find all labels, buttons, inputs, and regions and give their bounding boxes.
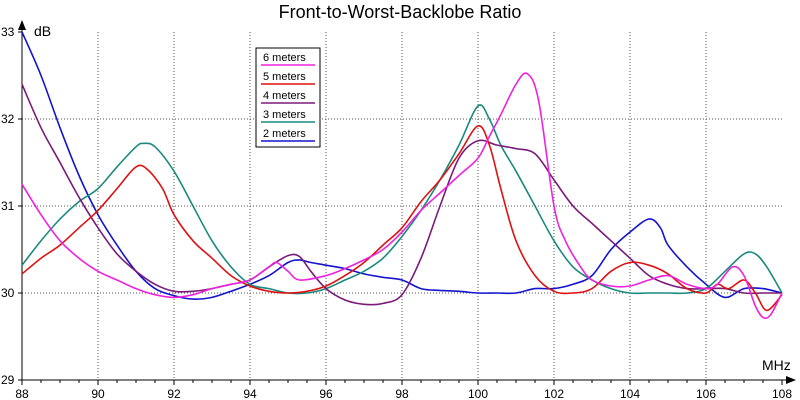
legend-label-5-meters: 5 meters <box>263 71 306 83</box>
series-lines <box>21 31 783 320</box>
y-tick-label: 31 <box>1 199 15 213</box>
x-axis-unit-label: MHz <box>762 357 791 373</box>
y-axis-arrow <box>18 20 26 30</box>
grid <box>22 32 782 380</box>
y-tick-label: 33 <box>1 25 15 39</box>
x-tick-label: 104 <box>620 387 640 400</box>
series-line-2-meters <box>21 31 783 300</box>
x-tick-label: 92 <box>167 387 181 400</box>
chart-title: Front-to-Worst-Backlobe Ratio <box>279 2 522 22</box>
legend-label-3-meters: 3 meters <box>263 109 306 121</box>
x-tick-label: 106 <box>696 387 716 400</box>
x-tick-label: 88 <box>15 387 29 400</box>
legend-label-4-meters: 4 meters <box>263 90 306 102</box>
x-axis-arrow <box>786 376 796 384</box>
y-tick-label: 29 <box>1 373 15 387</box>
series-line-5-meters <box>21 125 783 312</box>
axes <box>18 20 796 385</box>
x-tick-label: 94 <box>243 387 257 400</box>
legend: 6 meters 5 meters 4 meters 3 meters 2 meters <box>255 47 321 148</box>
series-line-6-meters <box>21 72 783 320</box>
x-tick-label: 98 <box>395 387 409 400</box>
x-tick-label: 108 <box>772 387 792 400</box>
legend-label-2-meters: 2 meters <box>263 128 306 140</box>
series-line-4-meters <box>21 83 782 306</box>
tick-labels: 88 90 92 94 96 98 100 102 104 106 108 29 30 31 32 33 <box>1 25 792 400</box>
legend-label-6-meters: 6 meters <box>263 52 306 64</box>
x-tick-label: 90 <box>91 387 105 400</box>
x-tick-label: 102 <box>544 387 564 400</box>
x-tick-label: 100 <box>468 387 488 400</box>
x-tick-label: 96 <box>319 387 333 400</box>
series-line-3-meters <box>21 104 783 295</box>
y-axis-unit-label: dB <box>34 23 51 39</box>
y-tick-label: 30 <box>1 286 15 300</box>
y-tick-label: 32 <box>1 112 15 126</box>
